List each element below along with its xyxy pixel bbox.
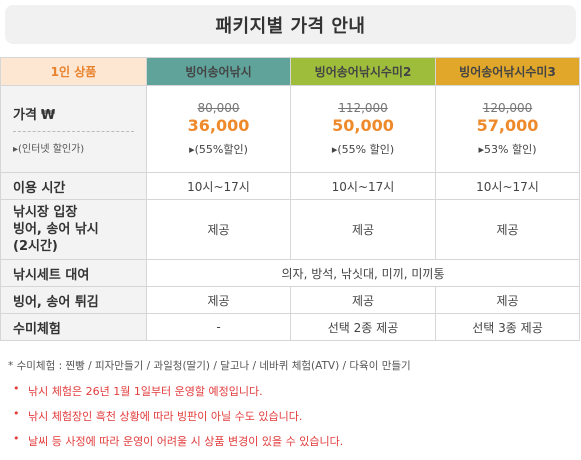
time-label: 이용 시간 (0, 172, 147, 200)
divider (13, 130, 134, 132)
notice-bullet: 날씨 등 사정에 따라 운영이 어려울 시 상품 변경이 있을 수 있습니다. (8, 432, 574, 449)
sumi-row: 수미체험 - 선택 2종 제공 선택 3종 제공 (0, 313, 580, 341)
sale-price: 50,000 (332, 116, 394, 135)
sumi-footnote: * 수미체험 : 찐빵 / 피자만들기 / 과일청(딸기) / 달고나 / 네바… (8, 360, 411, 372)
page-title: 패키지별 가격 안내 (215, 15, 366, 37)
fry-row: 빙어, 송어 튀김 제공 제공 제공 (0, 286, 580, 314)
fishing-label-line: (2시간) (13, 239, 58, 254)
fishing-value: 제공 (146, 199, 291, 260)
table-header-row: 1인 상품 빙어송어낚시 빙어송어낚시수미2 빙어송어낚시수미3 (0, 57, 580, 86)
rental-value: 의자, 방석, 낚싯대, 미끼, 미끼통 (146, 259, 580, 287)
notice-bullet: 낚시 체험은 26년 1월 1일부터 운영할 예정입니다. (8, 382, 574, 399)
fishing-label: 낚시장 입장 빙어, 송어 낚시 (2시간) (0, 199, 147, 260)
time-value: 10시~17시 (290, 172, 436, 200)
price-cell: 80,000 36,000 ▸(55%할인) (146, 85, 291, 173)
discount-rate: ▸(55% 할인) (331, 143, 395, 156)
sale-price: 57,000 (476, 116, 539, 135)
price-table: 1인 상품 빙어송어낚시 빙어송어낚시수미2 빙어송어낚시수미3 가격 ₩ ▸(인… (0, 57, 580, 341)
price-cell: 112,000 50,000 ▸(55% 할인) (290, 85, 436, 173)
price-row-label: 가격 ₩ ▸(인터넷 할인가) (0, 85, 147, 173)
original-price: 112,000 (338, 101, 388, 115)
discount-rate: ▸(55%할인) (189, 143, 248, 156)
fishing-label-line: 빙어, 송어 낚시 (13, 222, 99, 237)
notice-bullet: 낚시 체험장인 흑천 상황에 따라 빙판이 아닐 수도 있습니다. (8, 407, 574, 424)
header-product-label: 1인 상품 (0, 57, 147, 86)
fry-label: 빙어, 송어 튀김 (0, 286, 147, 314)
header-package-3: 빙어송어낚시수미3 (435, 57, 580, 86)
fishing-label-line: 낚시장 입장 (13, 205, 78, 220)
rental-label: 낚시세트 대여 (0, 259, 147, 287)
fry-value: 제공 (146, 286, 291, 314)
price-row: 가격 ₩ ▸(인터넷 할인가) 80,000 36,000 ▸(55%할인) 11… (0, 85, 580, 173)
rental-row: 낚시세트 대여 의자, 방석, 낚싯대, 미끼, 미끼통 (0, 259, 580, 287)
original-price: 120,000 (482, 101, 533, 115)
header-package-1: 빙어송어낚시 (146, 57, 291, 86)
sumi-value: - (146, 313, 291, 341)
fishing-value: 제공 (290, 199, 436, 260)
sumi-value: 선택 3종 제공 (435, 313, 580, 341)
price-sublabel: ▸(인터넷 할인가) (13, 143, 85, 155)
fishing-row: 낚시장 입장 빙어, 송어 낚시 (2시간) 제공 제공 제공 (0, 199, 580, 260)
sale-price: 36,000 (187, 116, 250, 135)
title-bar: 패키지별 가격 안내 (5, 5, 576, 44)
fishing-value: 제공 (435, 199, 580, 260)
won-icon: ₩ (40, 107, 56, 123)
time-value: 10시~17시 (435, 172, 580, 200)
header-package-2: 빙어송어낚시수미2 (290, 57, 436, 86)
fry-value: 제공 (290, 286, 436, 314)
sumi-value: 선택 2종 제공 (290, 313, 436, 341)
price-label: 가격 ₩ (13, 107, 56, 123)
price-cell: 120,000 57,000 ▸53% 할인) (435, 85, 580, 173)
fry-value: 제공 (435, 286, 580, 314)
original-price: 80,000 (197, 101, 240, 115)
discount-rate: ▸53% 할인) (478, 143, 537, 156)
sumi-label: 수미체험 (0, 313, 147, 341)
time-row: 이용 시간 10시~17시 10시~17시 10시~17시 (0, 172, 580, 200)
time-value: 10시~17시 (146, 172, 291, 200)
notes-section: * 수미체험 : 찐빵 / 피자만들기 / 과일청(딸기) / 달고나 / 네바… (8, 358, 574, 458)
